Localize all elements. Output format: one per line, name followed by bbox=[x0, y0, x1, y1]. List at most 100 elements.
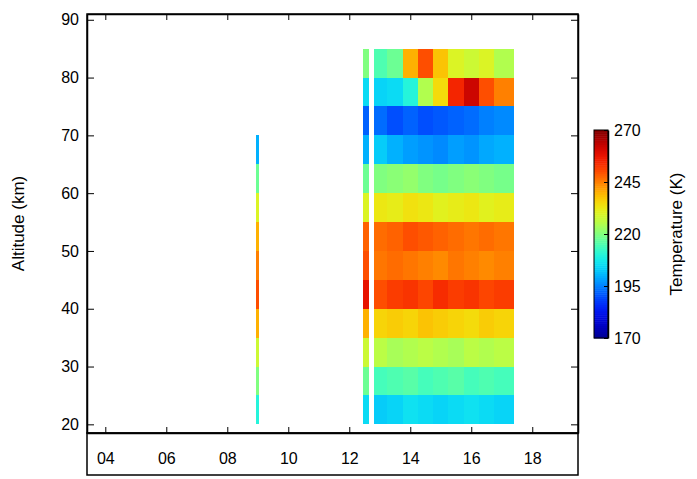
tick-label: 40 bbox=[61, 300, 79, 317]
heat-cell bbox=[387, 135, 402, 164]
tick-mark bbox=[571, 424, 578, 425]
tick-mark bbox=[87, 20, 94, 21]
tick: 70 bbox=[61, 127, 94, 144]
heat-cell bbox=[448, 280, 463, 309]
heat-cell bbox=[418, 222, 433, 251]
tick-mark bbox=[87, 251, 94, 252]
heat-cell bbox=[374, 135, 388, 164]
heat-cell bbox=[374, 78, 388, 107]
heat-cell bbox=[374, 164, 388, 193]
plot-frame bbox=[87, 14, 578, 433]
heat-cell bbox=[433, 338, 448, 367]
tick-mark bbox=[532, 427, 533, 433]
heat-cell bbox=[256, 367, 259, 396]
tick-mark bbox=[105, 427, 106, 433]
heat-cell bbox=[433, 367, 448, 396]
heat-cell bbox=[464, 78, 479, 107]
tick-mark bbox=[571, 193, 578, 194]
tick-mark bbox=[87, 193, 94, 194]
heat-cell bbox=[363, 193, 369, 222]
heat-cell bbox=[479, 193, 494, 222]
heat-cell bbox=[479, 251, 494, 280]
tick-mark bbox=[571, 20, 578, 21]
heat-cell bbox=[403, 309, 418, 338]
tick-mark bbox=[604, 182, 608, 183]
heat-cell bbox=[479, 135, 494, 164]
tick: 270 bbox=[604, 122, 641, 139]
tick: 50 bbox=[61, 243, 94, 260]
heat-cell bbox=[433, 106, 448, 135]
heat-cell bbox=[464, 164, 479, 193]
tick-label: 70 bbox=[61, 127, 79, 144]
axis-line bbox=[87, 15, 89, 434]
heat-cell bbox=[374, 395, 388, 424]
heat-cell bbox=[448, 164, 463, 193]
heat-cell bbox=[256, 193, 259, 222]
heat-cell bbox=[374, 193, 388, 222]
tick-label: 10 bbox=[280, 450, 298, 467]
heat-cell bbox=[433, 164, 448, 193]
heat-cell bbox=[433, 251, 448, 280]
tick: 20 bbox=[61, 416, 94, 433]
heat-cell bbox=[418, 338, 433, 367]
tick-label: 06 bbox=[158, 450, 176, 467]
tick-label: 18 bbox=[524, 450, 542, 467]
tick-label: 50 bbox=[61, 243, 79, 260]
heat-cell bbox=[403, 280, 418, 309]
x-label-box bbox=[87, 433, 578, 475]
heat-cell bbox=[479, 222, 494, 251]
tick: 08 bbox=[219, 427, 237, 467]
heat-cell bbox=[494, 367, 514, 396]
y-axis-right bbox=[571, 15, 579, 434]
heat-cell bbox=[418, 367, 433, 396]
tick-label: 245 bbox=[614, 174, 641, 191]
y-axis-title: Altitude (km) bbox=[9, 176, 28, 271]
tick bbox=[571, 424, 578, 425]
heat-cell bbox=[433, 309, 448, 338]
heat-cell bbox=[403, 106, 418, 135]
heat-cell bbox=[387, 49, 402, 78]
heat-cell bbox=[494, 280, 514, 309]
tick-mark bbox=[532, 14, 533, 20]
heat-cell bbox=[464, 193, 479, 222]
tick-label: 170 bbox=[614, 330, 641, 347]
tick-mark bbox=[87, 309, 94, 310]
heat-cell bbox=[256, 395, 259, 424]
tick: 06 bbox=[158, 427, 176, 467]
tick: 18 bbox=[524, 427, 542, 467]
heat-cell bbox=[479, 280, 494, 309]
heat-cell bbox=[387, 78, 402, 107]
heat-cell bbox=[448, 135, 463, 164]
heat-cell bbox=[464, 395, 479, 424]
heat-cell bbox=[433, 135, 448, 164]
heat-cell bbox=[464, 222, 479, 251]
heat-cell bbox=[494, 222, 514, 251]
heat-cell bbox=[363, 164, 369, 193]
heat-cell bbox=[418, 395, 433, 424]
tick: 12 bbox=[341, 427, 359, 467]
heat-cell bbox=[479, 106, 494, 135]
tick-mark bbox=[571, 135, 578, 136]
tick bbox=[571, 20, 578, 21]
tick: 40 bbox=[61, 300, 94, 317]
heat-cell bbox=[479, 367, 494, 396]
tick-label: 30 bbox=[61, 358, 79, 375]
heat-cell bbox=[494, 338, 514, 367]
tick-mark bbox=[571, 309, 578, 310]
heat-cell bbox=[403, 164, 418, 193]
tick bbox=[532, 14, 533, 20]
heat-cell bbox=[403, 193, 418, 222]
tick-mark bbox=[87, 424, 94, 425]
chart: 04060810121416182030405060708090Altitude… bbox=[0, 0, 697, 479]
tick-mark bbox=[604, 338, 608, 339]
heat-cell bbox=[464, 338, 479, 367]
heat-cell bbox=[256, 164, 259, 193]
heat-cell bbox=[494, 49, 514, 78]
heat-cell bbox=[479, 395, 494, 424]
tick: 14 bbox=[402, 427, 420, 467]
tick-mark bbox=[166, 14, 167, 20]
heat-cell bbox=[363, 395, 369, 424]
tick-mark bbox=[471, 427, 472, 433]
heat-cell bbox=[374, 49, 388, 78]
tick: 90 bbox=[61, 11, 94, 28]
